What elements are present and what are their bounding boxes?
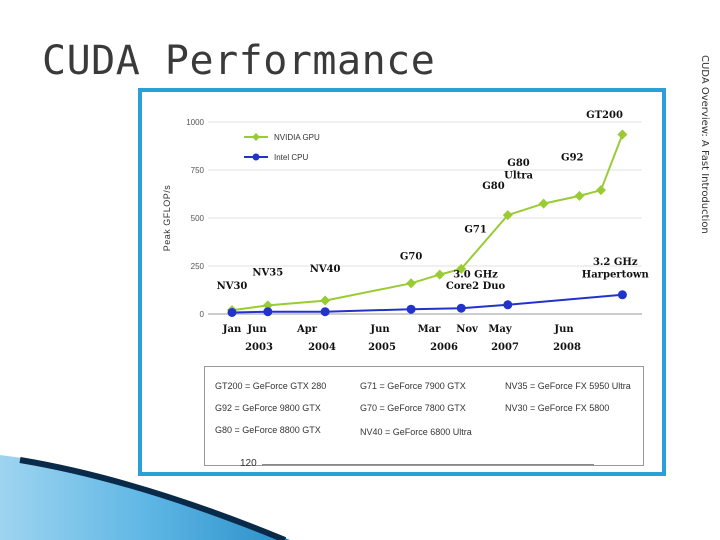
gpu-table-cell: NV35 = GeForce FX 5950 Ultra xyxy=(505,381,631,391)
data-point xyxy=(574,190,585,201)
chart-frame: 0 250 500 750 1000 Peak GFLOP/s Jan Jun Apr Jun Ma… xyxy=(138,88,666,476)
data-point xyxy=(456,303,466,313)
chart-annotation: G80 xyxy=(482,181,504,192)
side-note-text: CUDA Overview: A Fast Introduction xyxy=(699,55,710,234)
x-year-label: 2007 xyxy=(491,342,519,353)
x-year-label: 2008 xyxy=(553,342,581,353)
chart-annotation: G71 xyxy=(464,224,486,235)
y-tick-label: 1000 xyxy=(186,118,204,127)
data-point xyxy=(503,300,513,310)
x-month-label: Jun xyxy=(369,324,390,335)
data-point xyxy=(434,269,445,280)
chart-annotation: NV35 xyxy=(252,268,283,279)
chart-annotation: G92 xyxy=(561,152,583,163)
x-month-label: Jan xyxy=(222,324,242,335)
data-point xyxy=(263,307,273,317)
x-month-label: Mar xyxy=(418,324,442,335)
data-point xyxy=(617,129,628,140)
legend-label: NVIDIA GPU xyxy=(274,133,320,142)
gpu-table-cell: G80 = GeForce 8800 GTX xyxy=(215,425,321,435)
decorative-swoosh xyxy=(0,455,290,540)
gpu-table-cell: G71 = GeForce 7900 GTX xyxy=(360,381,466,391)
data-point xyxy=(320,295,331,306)
x-month-label: Jun xyxy=(246,324,267,335)
legend-marker xyxy=(252,153,260,161)
chart-annotation: Ultra xyxy=(504,171,533,182)
x-year-label: 2003 xyxy=(245,342,273,353)
data-point xyxy=(595,185,606,196)
legend-label: Intel CPU xyxy=(274,153,308,162)
performance-chart: 0 250 500 750 1000 Peak GFLOP/s Jan Jun Apr Jun Ma… xyxy=(162,110,650,353)
chart-annotation: Harpertown xyxy=(582,270,650,281)
gpu-table-cell: G70 = GeForce 7800 GTX xyxy=(360,403,466,413)
bottom-rule xyxy=(262,464,594,465)
swoosh-stroke xyxy=(19,457,287,540)
x-year-label: 2006 xyxy=(430,342,458,353)
y-axis-label: Peak GFLOP/s xyxy=(162,185,172,252)
data-point xyxy=(502,210,513,221)
x-month-label: Nov xyxy=(456,324,479,335)
chart-annotation: G80 xyxy=(507,158,529,169)
side-note: CUDA Overview: A Fast Introduction xyxy=(688,55,718,255)
y-tick-label: 750 xyxy=(191,166,205,175)
y-tick-label: 250 xyxy=(191,262,205,271)
chart-annotation: NV40 xyxy=(310,264,341,275)
data-point xyxy=(406,304,416,314)
gpu-table-cell: NV30 = GeForce FX 5800 xyxy=(505,403,610,413)
chart-annotation: 3.2 GHz xyxy=(593,257,638,268)
chart-annotation: Core2 Duo xyxy=(446,281,506,292)
x-year-label: 2005 xyxy=(368,342,396,353)
legend-marker xyxy=(252,133,260,141)
data-point xyxy=(227,307,237,317)
data-point xyxy=(538,198,549,209)
bottom-number: 120 xyxy=(240,458,257,469)
swoosh-fill xyxy=(0,455,290,540)
data-point xyxy=(262,300,273,311)
y-tick-label: 0 xyxy=(200,310,205,319)
x-month-label: Jun xyxy=(553,324,574,335)
chart-annotation: NV30 xyxy=(217,281,248,292)
data-point xyxy=(320,307,330,317)
x-year-label: 2004 xyxy=(308,342,336,353)
x-month-label: Apr xyxy=(296,324,318,335)
gpu-table-cell: GT200 = GeForce GTX 280 xyxy=(215,381,327,391)
gpu-table-cell: G92 = GeForce 9800 GTX xyxy=(215,403,321,413)
data-point xyxy=(456,263,467,274)
data-point xyxy=(406,278,417,289)
slide-title: CUDA Performance xyxy=(42,38,436,84)
x-month-label: May xyxy=(488,324,513,335)
chart-annotation: 3.0 GHz xyxy=(453,270,498,281)
data-point xyxy=(617,290,627,300)
gpu-legend-table: GT200 = GeForce GTX 280 G71 = GeForce 79… xyxy=(204,366,644,466)
chart-annotation: G70 xyxy=(400,251,422,262)
y-tick-label: 500 xyxy=(191,214,205,223)
gpu-table-cell: NV40 = GeForce 6800 Ultra xyxy=(360,427,472,437)
chart-annotation: GT200 xyxy=(586,110,623,121)
